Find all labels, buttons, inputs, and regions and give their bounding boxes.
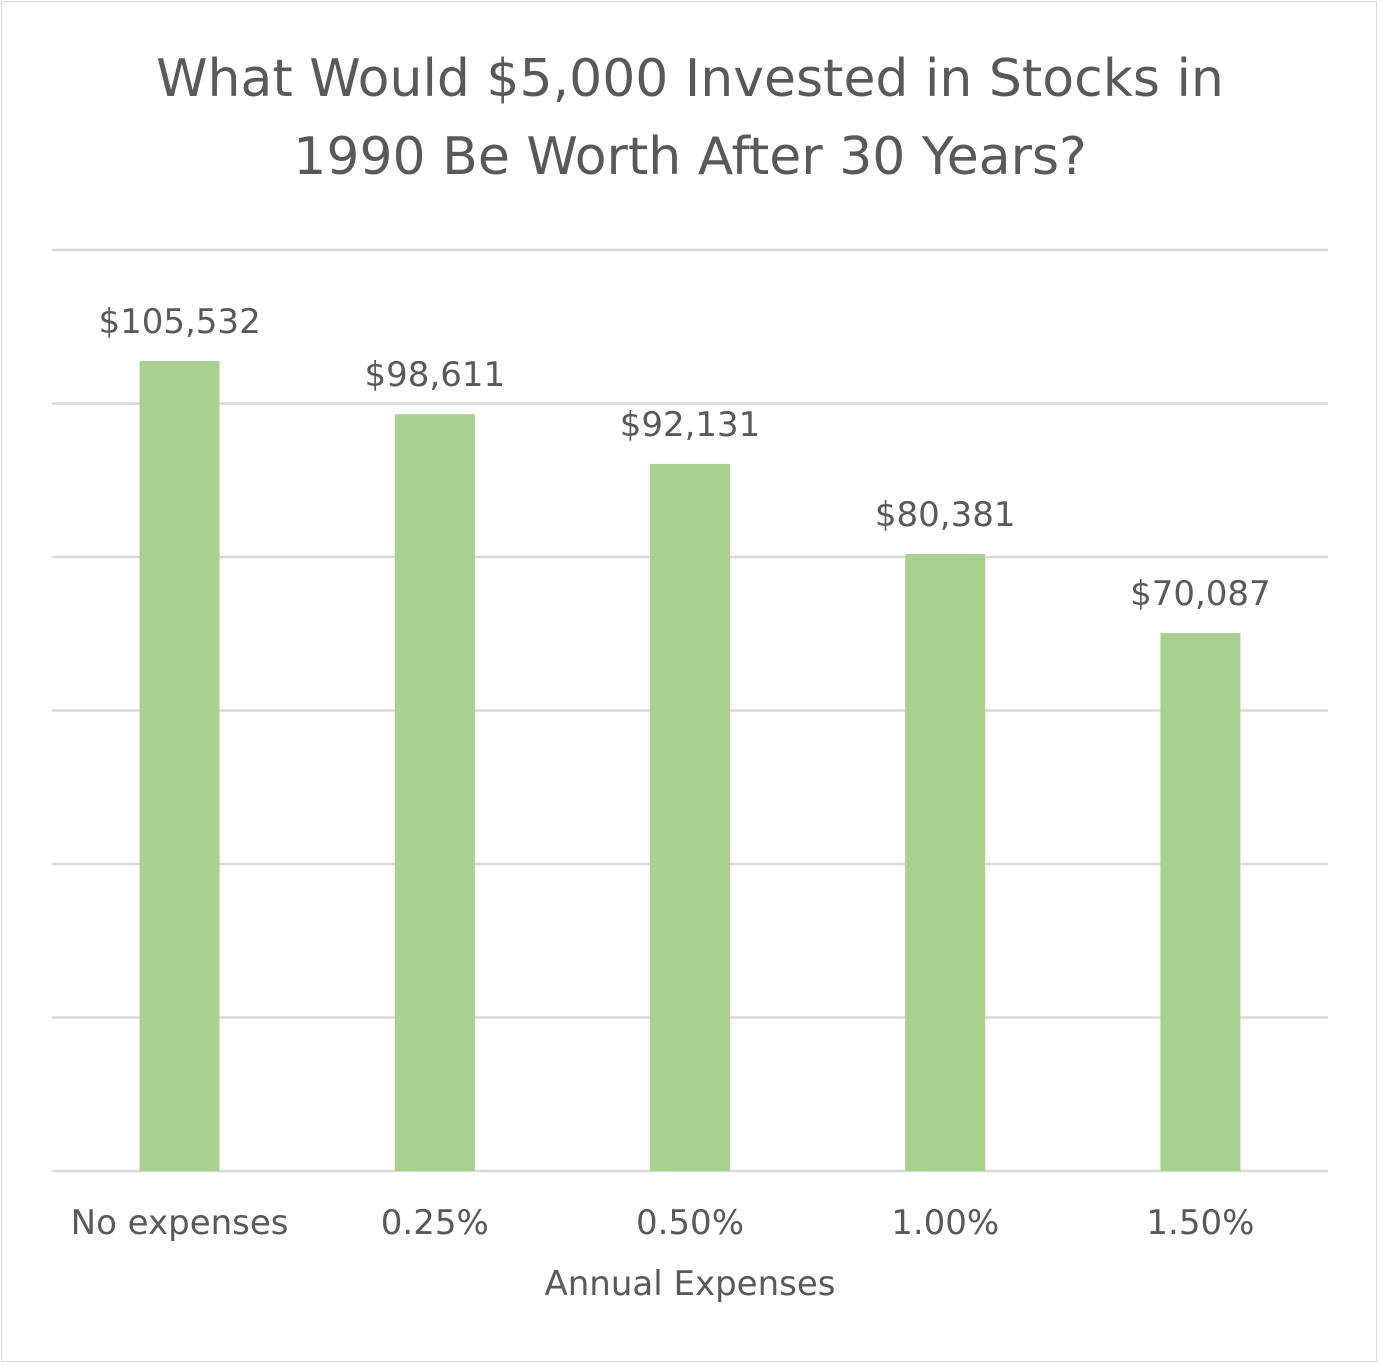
- data-label-4: $70,087: [1130, 574, 1271, 614]
- x-tick-label-2: 0.50%: [636, 1203, 744, 1243]
- bar-0: [139, 361, 220, 1172]
- x-tick-label-3: 1.00%: [891, 1203, 999, 1243]
- data-label-1: $98,611: [364, 355, 505, 395]
- chart-title: What Would $5,000 Invested in Stocks in …: [156, 49, 1224, 187]
- x-tick-labels: No expenses 0.25% 0.50% 1.00% 1.50%: [71, 1203, 1255, 1243]
- bars: [139, 361, 1241, 1172]
- x-axis-title: Annual Expenses: [545, 1264, 836, 1304]
- bar-4: [1160, 633, 1241, 1171]
- x-tick-label-1: 0.25%: [381, 1203, 489, 1243]
- bar-2: [650, 463, 730, 1172]
- data-label-0: $105,532: [98, 302, 260, 342]
- bar-3: [905, 554, 986, 1171]
- x-tick-label-4: 1.50%: [1146, 1203, 1254, 1243]
- data-label-3: $80,381: [875, 495, 1016, 535]
- data-label-2: $92,131: [620, 405, 761, 445]
- x-tick-label-0: No expenses: [71, 1203, 289, 1243]
- bar-1: [394, 414, 475, 1171]
- data-labels: $105,532 $98,611 $92,131 $80,381 $70,087: [98, 302, 1270, 614]
